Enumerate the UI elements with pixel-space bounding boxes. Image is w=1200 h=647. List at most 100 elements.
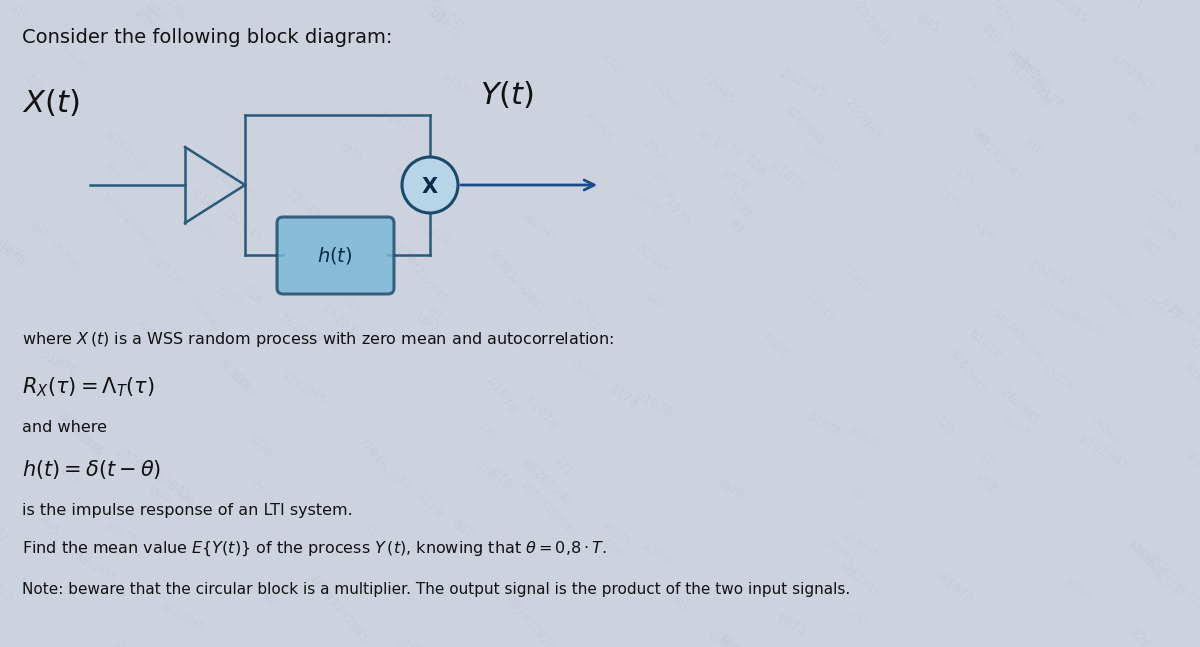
Text: 08262045: 08262045 [1147,551,1187,597]
Text: Upo: Upo [260,590,282,609]
Text: P1070: P1070 [0,237,26,270]
Text: 045: 045 [913,10,942,36]
Text: s262045: s262045 [1126,538,1163,581]
Text: b1070: b1070 [378,466,413,491]
Text: 401070: 401070 [1188,142,1200,177]
Text: t070: t070 [337,141,362,164]
Text: 262045: 262045 [637,540,674,567]
Text: 1170: 1170 [413,489,445,521]
Text: 262: 262 [137,3,160,28]
Text: 202045: 202045 [1166,302,1200,339]
Text: 010: 010 [142,0,168,24]
Text: 1170: 1170 [124,150,148,174]
Text: 262045: 262045 [1090,415,1122,447]
Text: 1070: 1070 [719,168,751,195]
Text: 202045: 202045 [845,424,882,450]
Text: 1170: 1170 [607,383,641,411]
Text: Upo: Upo [972,219,998,244]
Text: 72045: 72045 [354,435,389,472]
Text: P1070: P1070 [658,190,691,229]
Text: 045: 045 [989,309,1010,330]
Text: 121: 121 [551,455,575,479]
Text: b1070: b1070 [1127,540,1156,571]
Text: 72045: 72045 [1147,187,1184,215]
Text: 401070: 401070 [695,127,745,162]
Text: 01: 01 [726,217,746,237]
Text: 72045: 72045 [824,538,857,565]
Text: 08262045: 08262045 [158,601,206,632]
Text: 010: 010 [1020,135,1045,157]
Text: p1070: p1070 [426,6,464,46]
Text: 10703202045: 10703202045 [305,573,371,647]
Text: P1070: P1070 [378,108,418,138]
Text: 262045: 262045 [569,294,601,333]
Text: 01: 01 [257,338,272,353]
Text: 010: 010 [978,21,1003,45]
Text: 01: 01 [961,72,980,91]
Text: 010: 010 [487,465,515,492]
Text: 72045: 72045 [282,186,323,223]
Text: p1070: p1070 [1064,578,1096,603]
Text: 01: 01 [0,525,11,545]
Text: 10703202045: 10703202045 [98,191,157,250]
Text: 401070: 401070 [1007,50,1045,84]
Text: t070: t070 [773,611,808,639]
Text: 72045: 72045 [697,69,737,107]
Text: 010: 010 [472,459,497,482]
Text: P1070: P1070 [601,522,632,547]
Text: 010: 010 [188,187,217,212]
FancyBboxPatch shape [277,217,394,294]
Text: 120: 120 [22,72,44,97]
Text: 262045: 262045 [50,239,82,275]
Text: 262045: 262045 [581,109,613,142]
Text: 26203: 26203 [319,303,358,338]
Text: t070: t070 [244,430,275,461]
Text: s262045: s262045 [1106,51,1157,95]
Text: 045: 045 [28,219,53,241]
Text: 010: 010 [1003,46,1031,72]
Text: t070: t070 [716,630,745,647]
Text: 262: 262 [641,137,668,162]
Text: s262045: s262045 [947,347,988,397]
Text: 10703202045: 10703202045 [138,0,188,25]
Text: 202045: 202045 [212,354,251,395]
Text: Upo: Upo [1182,447,1200,469]
Text: p1070: p1070 [1183,590,1200,621]
Text: 262045: 262045 [631,240,671,279]
Circle shape [402,157,458,213]
Text: 262: 262 [599,50,624,76]
Text: where $X\,(t)$ is a WSS random process with zero mean and autocorrelation:: where $X\,(t)$ is a WSS random process w… [22,330,614,349]
Text: 10703202045: 10703202045 [389,239,449,307]
Text: t070: t070 [226,366,257,399]
Text: 202045: 202045 [649,76,680,114]
Text: 262: 262 [973,469,998,495]
Text: 120: 120 [932,413,955,438]
Text: P1070: P1070 [314,238,350,265]
Text: 1070: 1070 [0,237,29,268]
Text: s262045: s262045 [1127,626,1171,647]
Text: $\mathbf{X}$: $\mathbf{X}$ [421,177,439,197]
Text: p1070: p1070 [632,389,676,422]
Text: b1070: b1070 [1182,362,1200,396]
Text: 121: 121 [978,451,998,470]
Text: p1070: p1070 [630,190,661,215]
Text: 262: 262 [133,316,155,336]
Text: 26203: 26203 [1014,57,1054,96]
Text: 01: 01 [424,304,444,324]
Text: 120: 120 [646,292,666,309]
Text: p1070: p1070 [38,347,80,380]
Text: 120: 120 [174,488,196,509]
Text: p1070: p1070 [440,72,474,100]
Text: t070: t070 [715,635,740,647]
Text: 01: 01 [360,520,379,540]
Text: Upo: Upo [414,311,442,333]
Text: 26203: 26203 [569,357,600,383]
Text: 26203: 26203 [212,285,242,307]
Text: $Y(t)$: $Y(t)$ [480,80,534,111]
Text: 401070: 401070 [1066,310,1105,338]
Text: b1070: b1070 [1141,215,1178,246]
Text: s262045: s262045 [836,558,882,601]
Text: 01: 01 [848,486,865,501]
Text: 045: 045 [1190,307,1200,333]
Text: 1070: 1070 [1026,80,1052,110]
